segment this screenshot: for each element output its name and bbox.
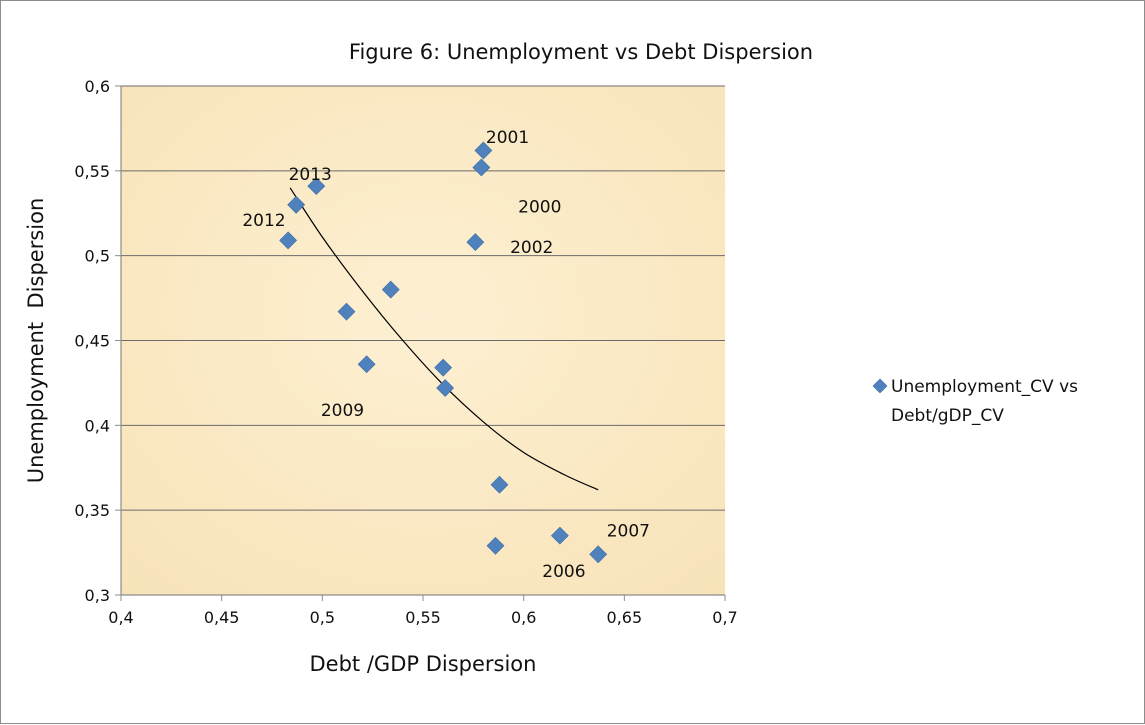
legend-label: Unemployment_CV vs — [891, 377, 1078, 397]
y-axis-title: Unemployment Dispersion — [24, 198, 48, 484]
y-tick-label: 0,45 — [74, 332, 110, 351]
axes — [120, 86, 725, 596]
data-point — [434, 358, 453, 377]
year-annotation: 2000 — [518, 197, 561, 217]
year-annotation: 2001 — [486, 128, 529, 148]
y-tick-label: 0,5 — [85, 247, 110, 266]
data-point — [279, 231, 298, 250]
gridlines — [115, 85, 726, 601]
x-tick-label: 0,55 — [405, 608, 441, 627]
year-annotation: 2013 — [289, 165, 332, 185]
year-annotation: 2006 — [542, 562, 585, 582]
y-tick-label: 0,35 — [74, 501, 110, 520]
data-point — [357, 355, 376, 374]
annotations: 2001 2013 2000 2012 2002 2009 2007 2006 — [242, 128, 650, 582]
data-point — [381, 280, 400, 299]
data-points — [279, 141, 608, 564]
x-tick-label: 0,5 — [310, 608, 335, 627]
data-point — [466, 233, 485, 252]
year-annotation: 2007 — [607, 522, 650, 542]
x-tick-label: 0,65 — [607, 608, 643, 627]
data-point — [337, 302, 356, 321]
year-annotation: 2009 — [321, 401, 364, 421]
data-point — [589, 545, 608, 564]
tick-labels: 0,3 0,35 0,4 0,45 0,5 0,55 0,6 0,4 0,45 0,5 0,55 0,… — [74, 77, 737, 627]
year-annotation: 2012 — [242, 211, 285, 231]
data-point — [472, 158, 491, 177]
data-point — [474, 141, 493, 160]
x-tick-label: 0,6 — [511, 608, 536, 627]
y-tick-label: 0,6 — [85, 77, 110, 96]
data-point — [287, 195, 306, 214]
x-tick-label: 0,45 — [204, 608, 240, 627]
y-tick-label: 0,3 — [85, 586, 110, 605]
x-tick-label: 0,7 — [712, 608, 737, 627]
x-tick-label: 0,4 — [108, 608, 133, 627]
y-tick-label: 0,55 — [74, 162, 110, 181]
data-point — [307, 177, 326, 196]
legend: Unemployment_CV vs Debt/gDP_CV — [872, 377, 1078, 426]
legend-label: Debt/gDP_CV — [891, 406, 1004, 426]
chart-title: Figure 6: Unemployment vs Debt Dispersio… — [349, 40, 813, 64]
y-tick-label: 0,4 — [85, 416, 110, 435]
data-point — [490, 475, 509, 494]
year-annotation: 2002 — [510, 238, 553, 258]
data-point — [436, 379, 455, 397]
legend-marker — [872, 378, 888, 394]
data-point — [486, 536, 505, 555]
data-point — [550, 526, 569, 545]
x-axis-title: Debt /GDP Dispersion — [310, 652, 537, 676]
